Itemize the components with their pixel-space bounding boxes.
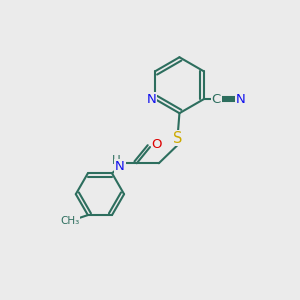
Text: S: S [173,131,183,146]
Text: N: N [236,93,245,106]
Text: C: C [212,93,221,106]
Text: H: H [112,154,121,167]
Text: N: N [115,160,125,173]
Text: CH₃: CH₃ [61,216,80,226]
Text: N: N [147,93,157,106]
Text: O: O [151,138,162,151]
